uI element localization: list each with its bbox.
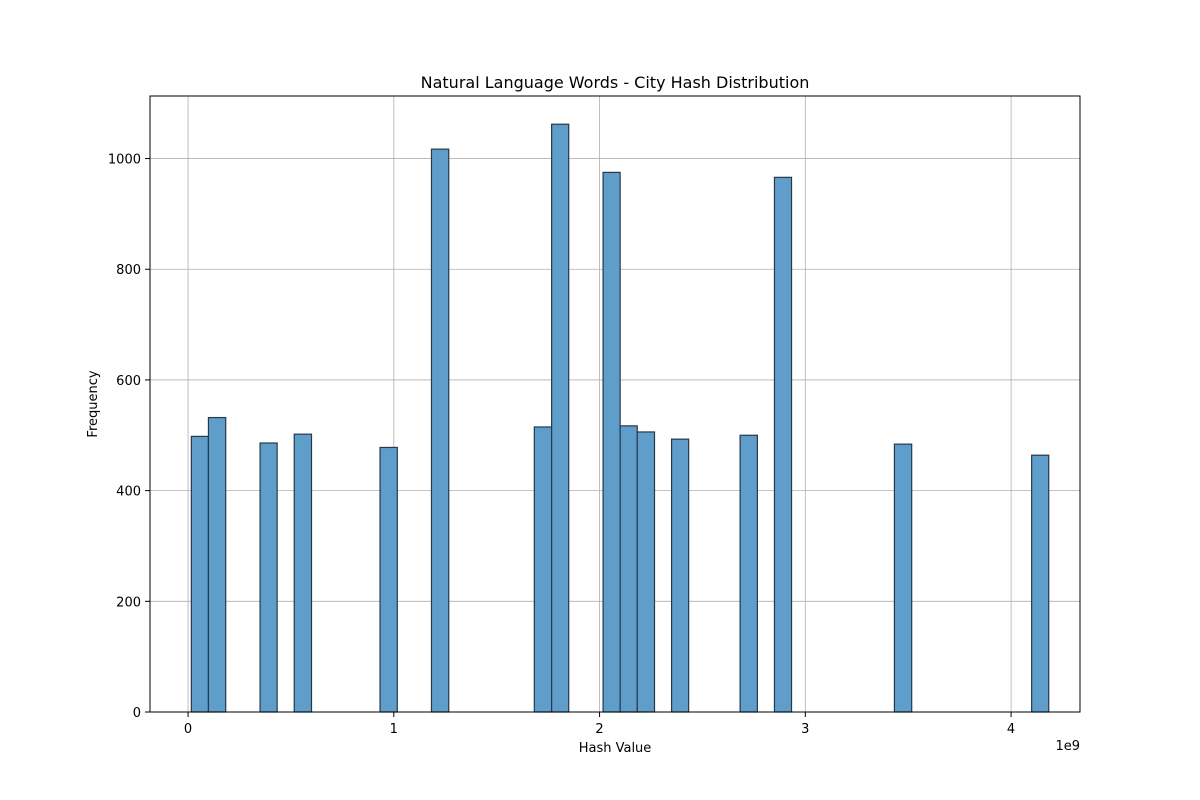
histogram-bar [893,443,913,713]
x-tick-label: 2 [595,722,603,737]
histogram-bar [207,416,227,713]
histogram-bar [619,425,638,713]
histogram-bar [773,176,793,713]
histogram-bar [739,434,758,713]
histogram-bar [551,123,570,713]
histogram-bar [602,171,621,713]
histogram-bar [533,426,553,713]
y-tick-label: 600 [116,374,141,389]
histogram-bar [379,446,398,713]
chart-title: Natural Language Words - City Hash Distr… [421,73,810,92]
x-tick-label: 3 [801,722,809,737]
histogram-bar [636,431,656,713]
y-tick-label: 200 [116,595,141,610]
x-tick-label: 1 [390,722,398,737]
axes-frame [149,95,1081,713]
x-tick-label: 4 [1007,722,1015,737]
x-axis-offset-label: 1e9 [1055,739,1080,754]
histogram-bar [1031,454,1050,713]
histogram-bar [430,148,450,713]
y-tick-label: 1000 [108,153,141,168]
axes-layer: 0 1 2 3 4 0 200 400 600 800 1000 [108,95,1081,737]
histogram-bar [190,435,210,713]
x-axis-title: Hash Value [579,741,652,756]
x-tick-label: 0 [184,722,192,737]
histogram-bar [293,433,313,713]
y-tick-label: 0 [133,706,141,721]
y-tick-label: 400 [116,485,141,500]
y-axis-title: Frequency [86,370,101,437]
y-tick-label: 800 [116,263,141,278]
histogram-bar [670,438,690,713]
histogram-bar [259,442,278,713]
